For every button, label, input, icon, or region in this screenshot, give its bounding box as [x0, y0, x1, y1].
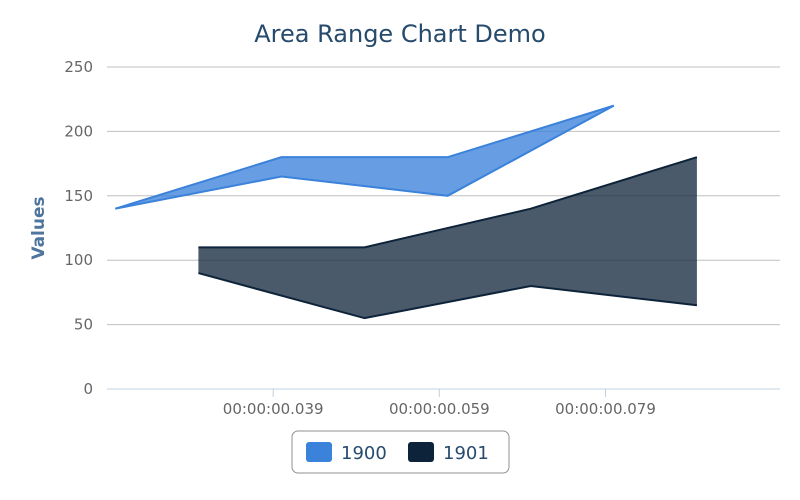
legend-item-1901[interactable]: 1901 [408, 442, 489, 464]
series-1901-area[interactable] [198, 157, 697, 319]
legend-label: 1900 [341, 443, 387, 464]
legend-label: 1901 [443, 443, 489, 464]
legend-swatch [408, 442, 434, 462]
series-1900-high-line [115, 104, 615, 210]
y-tick-label: 0 [83, 380, 93, 398]
legend[interactable]: 1900 1901 [291, 430, 510, 474]
series-1900-low-line [115, 104, 615, 210]
x-tick-label: 00:00:00.039 [223, 400, 324, 418]
series-areas [115, 104, 698, 320]
axes: 0 50 100 150 200 250 00:00:00.039 00:00:00.059 0… [64, 58, 780, 418]
y-tick-label: 150 [64, 187, 93, 205]
y-tick-label: 50 [74, 316, 93, 334]
legend-box [291, 430, 510, 474]
y-axis-label: Values [29, 196, 49, 259]
y-tick-label: 200 [64, 122, 93, 140]
legend-item-1900[interactable]: 1900 [306, 442, 387, 464]
x-tick-label: 00:00:00.079 [555, 400, 656, 418]
chart-title: Area Range Chart Demo [254, 20, 545, 48]
legend-swatch [306, 442, 332, 462]
x-tick-label: 00:00:00.059 [389, 400, 490, 418]
series-1901-low-line [198, 272, 698, 320]
y-tick-label: 250 [64, 58, 93, 76]
series-1901-high-line [198, 156, 698, 249]
y-tick-label: 100 [64, 251, 93, 269]
